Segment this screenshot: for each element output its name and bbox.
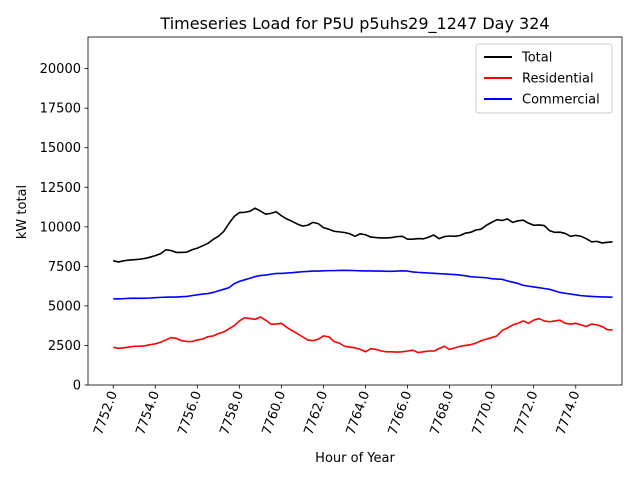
- series-lines: [113, 207, 613, 354]
- series-line-total: [113, 207, 613, 263]
- y-tick-label: 20000: [40, 62, 81, 77]
- chart-title: Timeseries Load for P5U p5uhs29_1247 Day…: [159, 14, 549, 34]
- y-tick-label: 15000: [40, 141, 81, 156]
- legend: Total Residential Commercial: [475, 43, 613, 114]
- legend-label-total: Total: [521, 51, 552, 66]
- plot-area: [87, 36, 623, 386]
- y-tick-label: 5000: [48, 299, 81, 314]
- y-tick-label: 0: [73, 379, 81, 394]
- y-axis: 0 2500 5000 7500 10000 12500 15000 17500 20000: [40, 62, 88, 394]
- y-tick-label: 7500: [48, 260, 81, 275]
- y-axis-label: kW total: [15, 185, 30, 239]
- legend-label-residential: Residential: [522, 72, 594, 87]
- legend-label-commercial: Commercial: [522, 93, 600, 108]
- plot-frame: [87, 36, 623, 386]
- y-tick-label: 17500: [40, 102, 81, 117]
- y-tick-label: 12500: [40, 181, 81, 196]
- y-tick-label: 2500: [48, 339, 81, 354]
- x-axis-label: Hour of Year: [315, 451, 395, 466]
- series-line-commercial: [113, 269, 613, 300]
- series-line-residential: [113, 316, 613, 354]
- y-tick-label: 10000: [40, 220, 81, 235]
- legend-box: [475, 43, 613, 114]
